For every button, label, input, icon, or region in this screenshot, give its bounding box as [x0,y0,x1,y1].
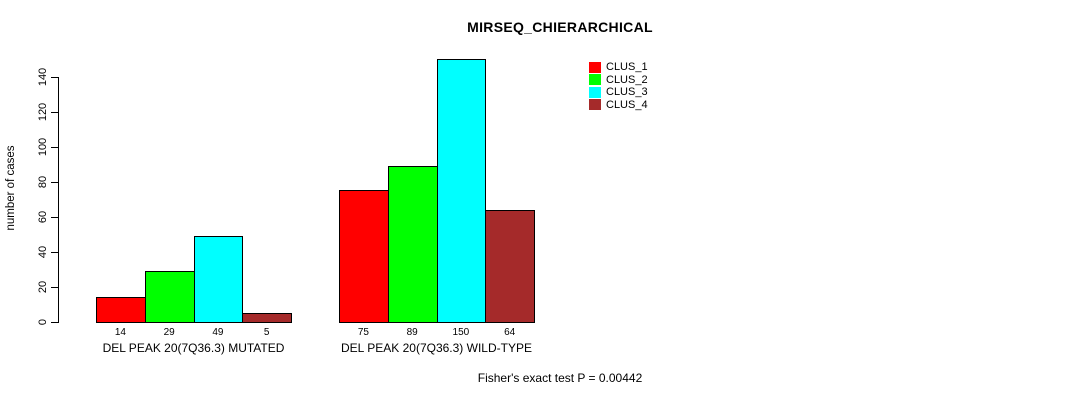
bar-value-label: 49 [212,327,224,338]
legend: CLUS_1 CLUS_2 CLUS_3 CLUS_4 [589,61,648,111]
bar-value-label: 89 [406,327,418,338]
legend-item: CLUS_1 [589,61,648,74]
legend-swatch [589,61,601,73]
legend-label: CLUS_2 [606,73,648,86]
legend-swatch [589,86,601,98]
legend-item: CLUS_4 [589,99,648,112]
y-axis-tick [51,182,58,183]
y-axis-tick [51,112,58,113]
bar-value-label: 29 [163,327,175,338]
y-axis-tick [51,287,58,288]
y-tick-label: 140 [37,67,49,87]
bar-value-label: 14 [114,327,126,338]
y-tick-label: 100 [37,137,49,157]
y-tick-label: 0 [37,318,49,326]
bar-clus_4 [242,313,292,323]
bar-value-label: 5 [263,327,270,338]
annotation-text: Fisher's exact test P = 0.00442 [477,371,643,385]
legend-swatch [589,74,601,86]
y-tick-label: 120 [37,102,49,122]
y-axis-tick [51,77,58,78]
y-axis-tick [51,217,58,218]
legend-label: CLUS_4 [606,98,648,111]
y-tick-label: 20 [37,280,49,294]
bar-clus_3 [437,59,486,323]
y-tick-label: 60 [37,210,49,224]
legend-label: CLUS_1 [606,61,648,74]
bar-clus_1 [339,190,389,323]
bar-clus_1 [96,297,146,323]
y-axis-tick [51,252,58,253]
bar-value-label: 75 [357,327,369,338]
chart-title: MIRSEQ_CHIERARCHICAL [467,19,653,35]
y-tick-label: 80 [37,175,49,189]
bar-clus_3 [194,236,243,323]
legend-label: CLUS_3 [606,86,648,99]
category-label: DEL PEAK 20(7Q36.3) MUTATED [102,341,285,355]
y-tick-label: 40 [37,245,49,259]
legend-swatch [589,99,601,111]
legend-item: CLUS_3 [589,86,648,99]
y-axis-tick [51,147,58,148]
y-axis-line [58,77,59,323]
y-axis-tick [51,322,58,323]
bar-clus_2 [145,271,195,323]
bar-clus_2 [388,166,438,323]
bar-value-label: 64 [504,327,516,338]
bar-value-label: 150 [452,327,470,338]
bar-clus_4 [485,210,535,323]
category-label: DEL PEAK 20(7Q36.3) WILD-TYPE [341,341,532,355]
legend-item: CLUS_2 [589,74,648,87]
